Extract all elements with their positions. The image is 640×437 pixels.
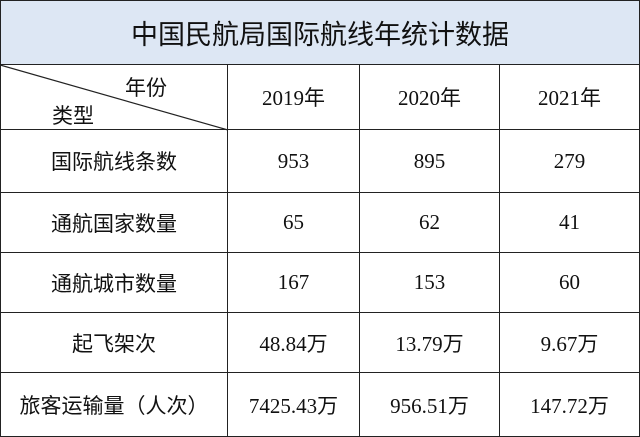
table-cell: 41	[500, 193, 640, 253]
row-label: 起飞架次	[0, 313, 228, 373]
table-cell: 62	[360, 193, 500, 253]
table-cell: 7425.43万	[228, 373, 360, 437]
table-cell: 279	[500, 130, 640, 193]
corner-top-label: 年份	[125, 76, 167, 100]
column-header: 2019年	[228, 65, 360, 130]
table-title: 中国民航局国际航线年统计数据	[0, 0, 640, 65]
table-cell: 65	[228, 193, 360, 253]
table-cell: 9.67万	[500, 313, 640, 373]
table-cell: 895	[360, 130, 500, 193]
table-cell: 153	[360, 253, 500, 313]
corner-bottom-label: 类型	[52, 104, 94, 128]
table-cell: 956.51万	[360, 373, 500, 437]
corner-cell	[0, 65, 228, 130]
row-label: 旅客运输量（人次）	[0, 373, 228, 437]
column-header: 2021年	[500, 65, 640, 130]
table-cell: 60	[500, 253, 640, 313]
row-label: 通航城市数量	[0, 253, 228, 313]
table-cell: 167	[228, 253, 360, 313]
table-cell: 147.72万	[500, 373, 640, 437]
column-header: 2020年	[360, 65, 500, 130]
table-cell: 48.84万	[228, 313, 360, 373]
row-label: 通航国家数量	[0, 193, 228, 253]
table-cell: 953	[228, 130, 360, 193]
table-cell: 13.79万	[360, 313, 500, 373]
row-label: 国际航线条数	[0, 130, 228, 193]
